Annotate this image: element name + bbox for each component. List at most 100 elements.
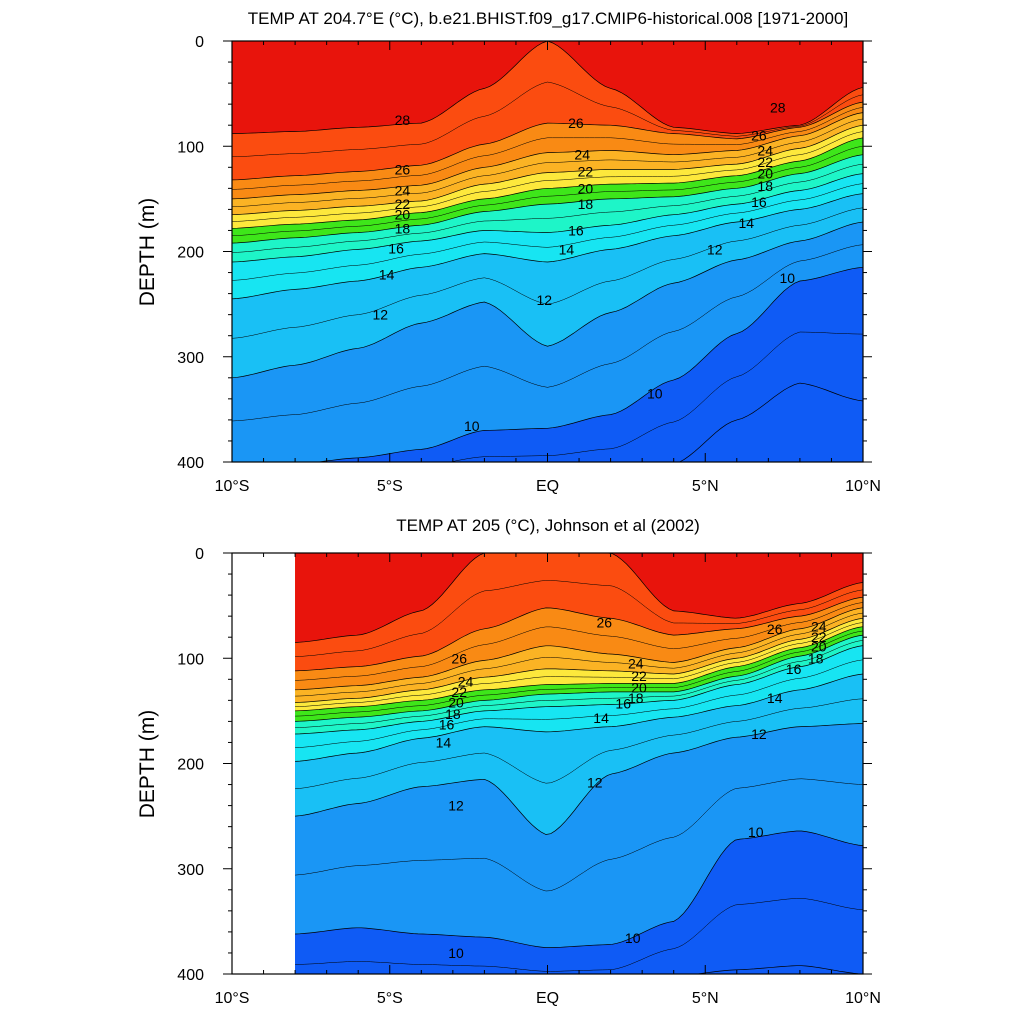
contour-label: 24	[458, 673, 474, 689]
isotherm-10	[315, 266, 863, 462]
isotherm-minor-21	[295, 622, 863, 707]
top-contour-lines	[232, 41, 863, 462]
contour-label: 16	[568, 223, 584, 239]
y-tick-label: 200	[177, 757, 204, 774]
contour-label: 12	[373, 307, 389, 323]
y-tick-label: 100	[177, 139, 204, 156]
contour-label: 20	[811, 639, 827, 655]
contour-label: 10	[647, 386, 663, 402]
contour-label: 12	[587, 774, 603, 790]
y-tick-label: 300	[177, 862, 204, 879]
contour-label: 10	[748, 824, 764, 840]
band-above-28	[232, 41, 863, 134]
x-tick-label: 10°S	[215, 990, 250, 1007]
x-tick-label: 5°S	[377, 990, 403, 1007]
isotherm-26	[232, 101, 863, 181]
top-chart-title: TEMP AT 204.7°E (°C), b.e21.BHIST.f09_g1…	[248, 9, 848, 28]
bottom-contour-lines	[295, 553, 863, 974]
isotherm-minor-21	[232, 131, 863, 222]
bottom-contour-plot	[295, 553, 863, 974]
contour-label: 10	[448, 945, 464, 961]
y-tick-label: 400	[177, 455, 204, 472]
y-tick-label: 0	[195, 546, 204, 563]
contour-label: 22	[578, 164, 594, 180]
contour-label: 26	[395, 161, 411, 177]
contour-label: 24	[811, 619, 827, 635]
contour-label: 22	[631, 668, 647, 684]
contour-label: 18	[808, 650, 824, 666]
isotherm-12	[295, 723, 863, 835]
contour-label: 20	[631, 680, 647, 696]
isotherm-minor-17	[232, 163, 863, 253]
x-tick-label: 10°N	[845, 478, 881, 495]
isotherm-22	[295, 617, 863, 703]
contour-label: 26	[568, 115, 584, 131]
contour-label: 14	[436, 735, 452, 751]
contour-label: 22	[395, 196, 411, 212]
contour-label: 14	[593, 710, 609, 726]
isotherm-minor-27	[232, 81, 863, 158]
isotherm-18	[295, 634, 863, 722]
isotherm-minor-11	[232, 244, 863, 422]
contour-label: 18	[578, 196, 594, 212]
isotherm-18	[232, 154, 863, 244]
y-tick-label: 400	[177, 967, 204, 984]
x-tick-label: 10°N	[845, 990, 881, 1007]
isotherm-minor-13	[232, 207, 863, 339]
bottom-x-axis: 10°S 5°S EQ 5°N 10°N	[215, 553, 881, 1007]
isotherm-minor-15	[232, 183, 863, 281]
contour-label: 24	[628, 656, 644, 672]
contour-label: 20	[448, 695, 464, 711]
contour-label: 14	[559, 241, 575, 257]
contour-label: 20	[395, 207, 411, 223]
contour-label: 18	[445, 706, 461, 722]
contour-label: 22	[757, 154, 773, 170]
isotherm-28	[295, 553, 863, 643]
isotherm-minor-23	[295, 612, 863, 697]
top-contour-labels: 2826242220181614121026242220181614121028…	[373, 99, 796, 434]
isotherm-minor-25	[232, 107, 863, 190]
isotherm-minor-19	[295, 630, 863, 717]
bottom-contour-bands	[295, 553, 863, 974]
y-tick-label: 0	[195, 34, 204, 51]
contour-label: 24	[574, 147, 590, 163]
contour-label: 26	[751, 128, 767, 144]
contour-label: 12	[448, 798, 464, 814]
top-panel: TEMP AT 204.7°E (°C), b.e21.BHIST.f09_g1…	[136, 9, 881, 495]
contour-label: 28	[395, 112, 411, 128]
isotherm-minor-11	[295, 778, 863, 892]
isotherm-minor-15	[295, 659, 863, 748]
contour-label: 12	[707, 241, 723, 257]
isotherm-minor-13	[295, 698, 863, 790]
top-y-axis-label: DEPTH (m)	[136, 198, 159, 307]
contour-label: 22	[811, 629, 827, 645]
isotherm-24	[232, 112, 863, 200]
isotherm-minor-25	[295, 602, 863, 681]
isotherm-20	[232, 137, 863, 229]
contour-label: 14	[739, 215, 755, 231]
contour-label: 16	[786, 661, 802, 677]
isotherm-24	[295, 607, 863, 691]
bottom-y-axis: 0 100 200 300 400	[177, 546, 872, 984]
contour-label: 16	[615, 696, 631, 712]
contour-label: 12	[751, 726, 767, 742]
contour-label: 26	[597, 615, 613, 631]
contour-label: 16	[751, 194, 767, 210]
contour-label: 18	[395, 220, 411, 236]
isotherm-22	[232, 124, 863, 216]
bottom-chart-title: TEMP AT 205 (°C), Johnson et al (2002)	[396, 516, 700, 535]
isotherm-12	[232, 221, 863, 379]
x-tick-label: 5°N	[692, 478, 719, 495]
top-x-axis: 10°S 5°S EQ 5°N 10°N	[215, 41, 881, 495]
y-tick-label: 200	[177, 245, 204, 262]
band-above-28	[295, 553, 863, 643]
contour-label: 10	[464, 418, 480, 434]
isotherm-8	[694, 965, 863, 974]
isotherm-14	[295, 673, 863, 762]
isotherm-28	[232, 41, 863, 134]
bottom-y-axis-label: DEPTH (m)	[136, 710, 159, 819]
isotherm-10	[295, 830, 863, 948]
contour-label: 22	[451, 684, 467, 700]
